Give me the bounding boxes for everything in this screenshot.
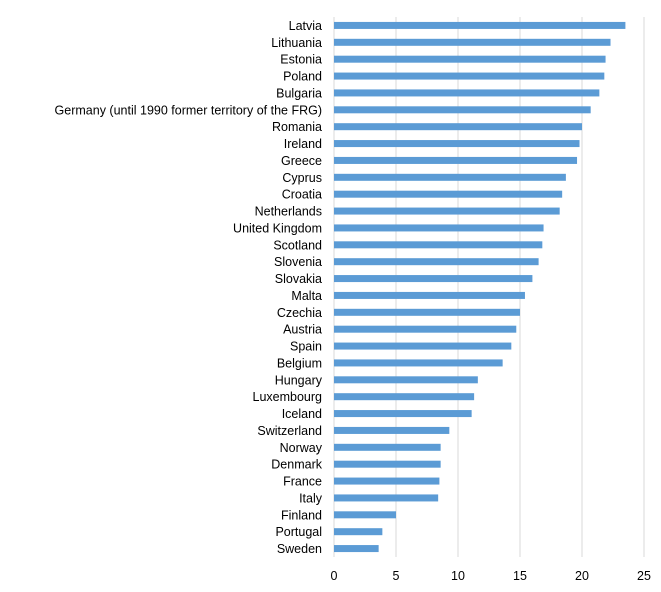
bar (334, 477, 440, 485)
bar (334, 426, 450, 434)
bar (334, 511, 396, 519)
category-label: Romania (272, 120, 322, 134)
category-label: United Kingdom (233, 221, 322, 235)
category-label: Austria (283, 323, 322, 337)
bar (334, 38, 611, 46)
category-label: Netherlands (255, 205, 322, 219)
bar (334, 325, 517, 333)
bar (334, 410, 472, 418)
bar (334, 173, 566, 181)
bar (334, 123, 582, 131)
bar (334, 89, 600, 97)
bar (334, 275, 533, 283)
category-label: Poland (283, 70, 322, 84)
category-label: Lithuania (271, 36, 322, 50)
category-labels: Latvia Lithuania Estonia Poland Bulgaria Germ… (55, 19, 323, 556)
bar (334, 156, 578, 164)
x-tick-label: 20 (575, 569, 589, 583)
category-label: France (283, 475, 322, 489)
bar (334, 291, 525, 299)
category-label: Germany (until 1990 former territory of … (55, 103, 322, 117)
category-label: Ireland (284, 137, 322, 151)
category-label: Latvia (289, 19, 322, 33)
bar (334, 140, 580, 148)
category-label: Malta (291, 289, 322, 303)
category-label: Switzerland (257, 424, 322, 438)
category-label: Hungary (275, 373, 323, 387)
bar (334, 545, 379, 553)
bar (334, 308, 520, 316)
category-label: Luxembourg (253, 390, 323, 404)
x-tick-label: 0 (331, 569, 338, 583)
bar (334, 443, 441, 451)
bar (334, 258, 539, 266)
category-label: Finland (281, 508, 322, 522)
category-label: Bulgaria (276, 86, 322, 100)
category-label: Scotland (273, 238, 322, 252)
category-label: Slovenia (274, 255, 322, 269)
x-tick-label: 15 (513, 569, 527, 583)
bar (334, 376, 478, 384)
bar (334, 207, 560, 215)
bar (334, 359, 503, 367)
category-label: Estonia (280, 53, 322, 67)
bar (334, 528, 383, 536)
x-tick-label: 25 (637, 569, 651, 583)
bar (334, 106, 591, 114)
category-label: Belgium (277, 356, 322, 370)
category-label: Cyprus (282, 171, 322, 185)
category-label: Spain (290, 340, 322, 354)
bar (334, 342, 512, 350)
bar (334, 72, 605, 80)
category-label: Denmark (271, 458, 322, 472)
category-label: Italy (299, 491, 323, 505)
bar (334, 460, 441, 468)
category-label: Greece (281, 154, 322, 168)
category-label: Slovakia (275, 272, 322, 286)
bar (334, 241, 543, 249)
category-label: Czechia (277, 306, 322, 320)
category-label: Croatia (282, 188, 322, 202)
x-axis-ticks: 0 5 10 15 20 25 (331, 569, 651, 583)
bar (334, 21, 626, 29)
bars (334, 21, 626, 553)
category-label: Norway (280, 441, 323, 455)
category-label: Sweden (277, 542, 322, 556)
x-tick-label: 10 (451, 569, 465, 583)
bar (334, 55, 606, 63)
category-label: Portugal (275, 525, 322, 539)
x-tick-label: 5 (393, 569, 400, 583)
bar (334, 494, 439, 502)
bar (334, 393, 475, 401)
bar (334, 224, 544, 232)
bar (334, 190, 563, 198)
category-label: Iceland (282, 407, 322, 421)
grid-lines (333, 17, 645, 557)
